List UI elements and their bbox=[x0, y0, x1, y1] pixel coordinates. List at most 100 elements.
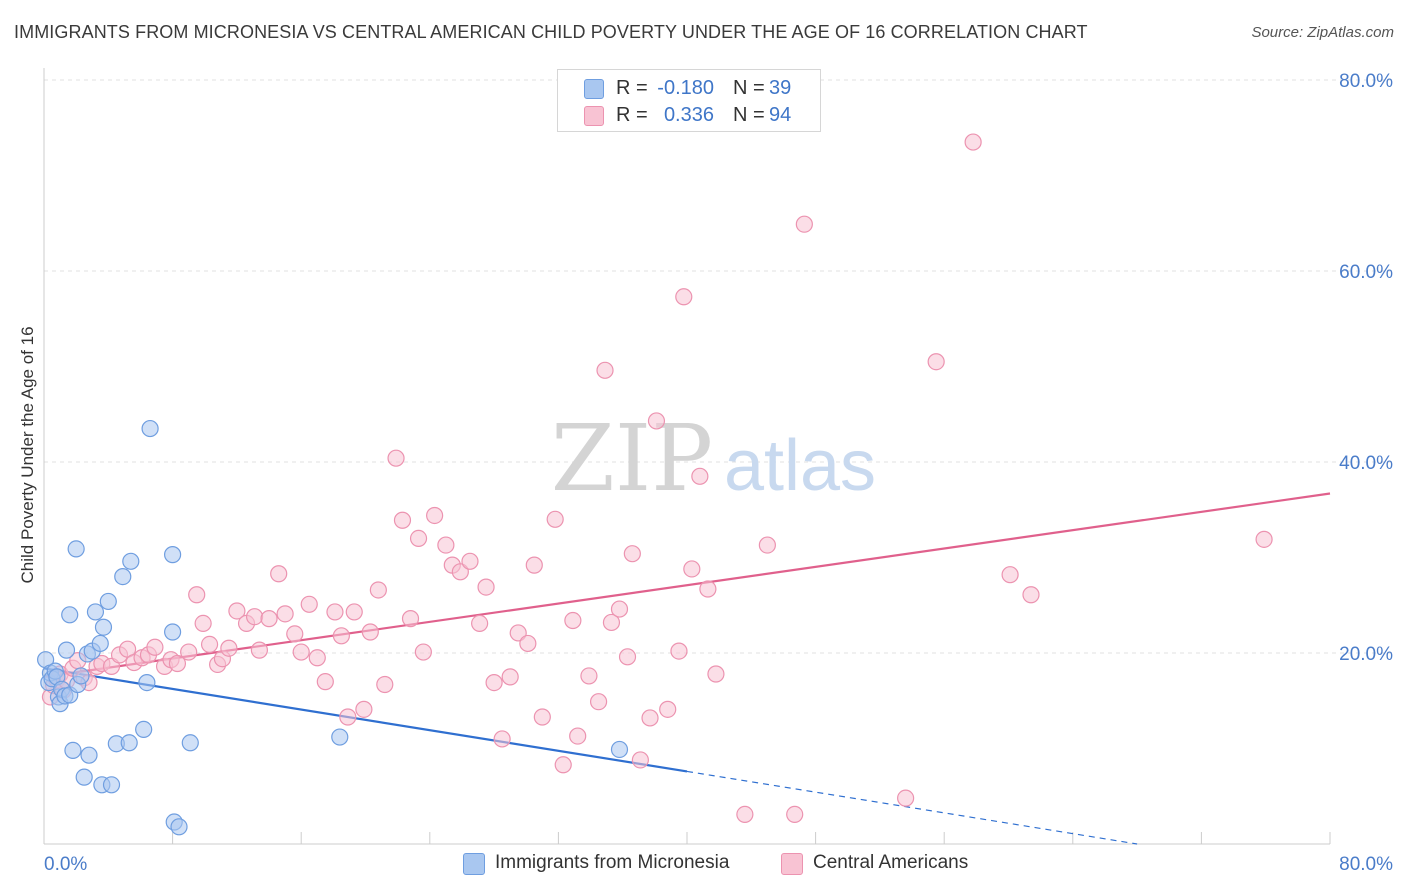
point-central-americans bbox=[1255, 530, 1273, 548]
point-micronesia bbox=[164, 546, 182, 564]
point-micronesia bbox=[91, 634, 109, 653]
point-central-americans bbox=[623, 545, 641, 563]
point-central-americans bbox=[580, 667, 598, 685]
point-micronesia bbox=[181, 734, 199, 752]
point-central-americans bbox=[245, 608, 264, 626]
point-micronesia bbox=[170, 818, 188, 836]
point-micronesia bbox=[80, 746, 98, 764]
point-central-americans bbox=[631, 751, 649, 769]
point-central-americans bbox=[326, 603, 344, 621]
point-micronesia bbox=[141, 419, 159, 438]
point-micronesia bbox=[86, 603, 105, 621]
point-central-americans bbox=[286, 625, 304, 643]
point-central-americans bbox=[276, 605, 294, 623]
point-micronesia bbox=[122, 552, 140, 570]
y-axis-title: Child Poverty Under the Age of 16 bbox=[18, 326, 37, 583]
legend-row-central-americans: R = 0.336 N = 94 bbox=[558, 102, 820, 128]
point-central-americans bbox=[168, 654, 187, 673]
point-central-americans bbox=[485, 674, 503, 692]
chart-title: IMMIGRANTS FROM MICRONESIA VS CENTRAL AM… bbox=[14, 22, 1088, 42]
point-central-americans bbox=[596, 361, 614, 379]
y-tick-label: 80.0% bbox=[1339, 71, 1393, 92]
point-central-americans bbox=[426, 506, 444, 525]
point-micronesia bbox=[138, 674, 156, 692]
point-micronesia bbox=[94, 618, 113, 636]
bottom-legend-swatch-micronesia bbox=[463, 853, 485, 875]
legend-row-micronesia: R = -0.180 N = 39 bbox=[558, 75, 820, 101]
point-micronesia bbox=[610, 740, 629, 759]
point-central-americans bbox=[270, 565, 288, 583]
point-central-americans bbox=[345, 603, 363, 621]
point-micronesia bbox=[64, 741, 82, 760]
point-central-americans bbox=[401, 610, 420, 628]
point-central-americans bbox=[451, 563, 469, 581]
point-central-americans bbox=[670, 642, 688, 660]
point-central-americans bbox=[292, 643, 310, 661]
point-micronesia bbox=[120, 734, 138, 752]
point-central-americans bbox=[369, 581, 387, 599]
stats-legend: R = -0.180 N = 39 R = 0.336 N = 94 bbox=[557, 69, 821, 132]
point-central-americans bbox=[414, 643, 432, 661]
point-central-americans bbox=[610, 600, 629, 618]
data-points bbox=[37, 133, 1273, 836]
point-central-americans bbox=[355, 700, 373, 718]
point-central-americans bbox=[393, 511, 412, 529]
point-central-americans bbox=[964, 133, 982, 151]
point-central-americans bbox=[260, 610, 278, 628]
point-micronesia bbox=[102, 776, 121, 794]
point-central-americans bbox=[180, 643, 198, 661]
point-central-americans bbox=[554, 756, 572, 774]
watermark: ZIP atlas bbox=[551, 405, 876, 512]
point-central-americans bbox=[228, 602, 246, 620]
point-central-americans bbox=[533, 708, 551, 726]
legend-n-value: 39 bbox=[769, 77, 792, 99]
legend-r-label: R = bbox=[616, 77, 648, 99]
point-central-americans bbox=[361, 623, 379, 641]
point-central-americans bbox=[659, 700, 677, 718]
point-micronesia bbox=[75, 768, 93, 786]
point-central-americans bbox=[437, 536, 455, 554]
point-central-americans bbox=[927, 353, 945, 371]
y-tick-label: 40.0% bbox=[1339, 453, 1393, 474]
legend-n-label: N = bbox=[733, 77, 765, 99]
legend-r-value: -0.180 bbox=[657, 77, 714, 99]
bottom-legend-swatch-central-americans bbox=[781, 853, 803, 875]
point-central-americans bbox=[461, 552, 479, 570]
grid-lines bbox=[44, 79, 1392, 654]
point-central-americans bbox=[641, 709, 659, 727]
point-central-americans bbox=[250, 641, 269, 659]
point-central-americans bbox=[564, 611, 582, 630]
point-central-americans bbox=[699, 580, 717, 598]
point-central-americans bbox=[339, 708, 357, 726]
point-central-americans bbox=[647, 412, 666, 430]
point-central-americans bbox=[188, 586, 206, 604]
point-central-americans bbox=[519, 634, 537, 653]
source-credit: Source: ZipAtlas.com bbox=[1251, 24, 1394, 41]
point-central-americans bbox=[795, 215, 813, 233]
point-central-americans bbox=[1022, 586, 1040, 604]
point-central-americans bbox=[509, 624, 527, 642]
point-central-americans bbox=[332, 627, 350, 645]
point-micronesia bbox=[331, 728, 349, 746]
trend-line-micronesia-extension bbox=[686, 770, 1138, 845]
point-central-americans bbox=[220, 639, 238, 657]
point-central-americans bbox=[308, 649, 326, 667]
point-central-americans bbox=[194, 614, 212, 632]
point-central-americans bbox=[683, 560, 701, 578]
legend-n-value: 94 bbox=[769, 104, 792, 126]
point-central-americans bbox=[602, 613, 621, 632]
point-micronesia bbox=[72, 667, 90, 685]
x-tick-label: 0.0% bbox=[44, 854, 87, 875]
point-micronesia bbox=[135, 720, 153, 739]
point-central-americans bbox=[316, 673, 334, 691]
point-central-americans bbox=[707, 665, 725, 683]
point-central-americans bbox=[146, 638, 164, 656]
point-central-americans bbox=[736, 805, 754, 823]
point-central-americans bbox=[618, 648, 637, 666]
legend-r-label: R = bbox=[616, 104, 648, 126]
point-central-americans bbox=[758, 536, 776, 554]
point-central-americans bbox=[786, 805, 804, 823]
point-central-americans bbox=[501, 668, 519, 686]
point-micronesia bbox=[67, 540, 85, 558]
